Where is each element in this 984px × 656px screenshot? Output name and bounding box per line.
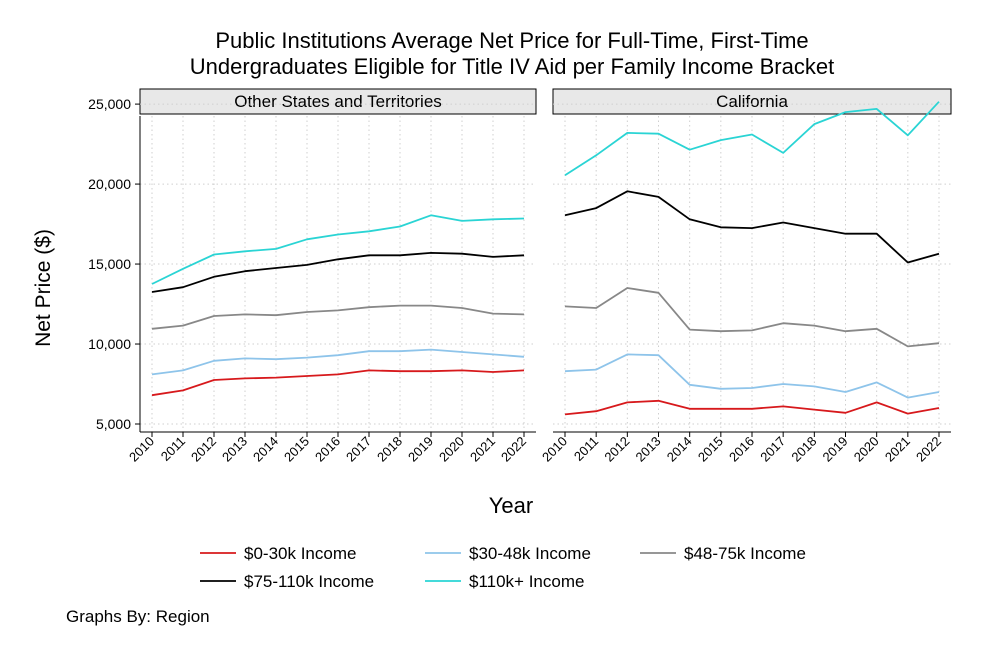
x-tick-label: 2014 — [250, 434, 281, 465]
x-tick-label: 2012 — [601, 434, 632, 465]
x-tick-label: 2010 — [539, 434, 570, 465]
x-tick-label: 2016 — [312, 434, 343, 465]
y-axis-title: Net Price ($) — [32, 229, 55, 347]
y-tick-label: 5,000 — [96, 416, 131, 432]
series-line-110k-income — [151, 214, 525, 285]
panel-strip-label: California — [716, 92, 788, 111]
x-tick-label: 2014 — [664, 434, 695, 465]
x-tick-label: 2013 — [633, 434, 664, 465]
x-tick-label: 2018 — [788, 434, 819, 465]
series-line-48-75k-income — [151, 304, 525, 330]
x-tick-label: 2022 — [913, 434, 944, 465]
series-line-75-110k-income — [564, 190, 940, 264]
legend-label: $0-30k Income — [244, 544, 356, 563]
legend: $0-30k Income $30-48k Income $48-75k Incom… — [200, 544, 806, 591]
series-line-0-30k-income — [151, 369, 525, 397]
y-tick-label: 15,000 — [88, 256, 131, 272]
legend-item-48-75k-income: $48-75k Income — [640, 544, 806, 563]
chart-title-line-1: Public Institutions Average Net Price fo… — [215, 28, 809, 53]
x-tick-label: 2012 — [188, 434, 219, 465]
x-tick-label: 2011 — [158, 434, 188, 464]
legend-label: $48-75k Income — [684, 544, 806, 563]
panel-other-states-and-territories: Other States and Territories 2010 2011 2012… — [88, 88, 537, 465]
series-line-75-110k-income — [151, 251, 525, 293]
series-line-48-75k-income — [564, 287, 940, 348]
panel-strip-label: Other States and Territories — [234, 92, 442, 111]
legend-label: $30-48k Income — [469, 544, 591, 563]
x-tick-label: 2011 — [571, 434, 601, 464]
y-tick-label: 20,000 — [88, 176, 131, 192]
legend-item-110k-income: $110k+ Income — [425, 572, 584, 591]
x-tick-label: 2021 — [467, 434, 498, 465]
x-tick-label: 2018 — [374, 434, 405, 465]
x-tick-label: 2019 — [405, 434, 436, 465]
legend-item-75-110k-income: $75-110k Income — [200, 572, 374, 591]
y-tick-label: 10,000 — [88, 336, 131, 352]
series-line-0-30k-income — [564, 399, 940, 416]
x-tick-label: 2022 — [498, 434, 529, 465]
graphs-by-note: Graphs By: Region — [66, 607, 210, 626]
panel-strip — [139, 88, 537, 115]
legend-item-0-30k-income: $0-30k Income — [200, 544, 356, 563]
x-tick-label: 2020 — [851, 434, 882, 465]
x-axis-title: Year — [489, 493, 533, 518]
legend-item-30-48k-income: $30-48k Income — [425, 544, 591, 563]
x-tick-label: 2015 — [281, 434, 312, 465]
x-tick-label: 2015 — [695, 434, 726, 465]
x-tick-label: 2016 — [726, 434, 757, 465]
legend-label: $75-110k Income — [244, 572, 374, 591]
series-line-110k-income — [564, 101, 940, 177]
series-line-30-48k-income — [564, 353, 940, 399]
x-tick-label: 2017 — [343, 434, 374, 465]
y-tick-label: 25,000 — [88, 96, 131, 112]
x-tick-label: 2019 — [820, 434, 851, 465]
x-tick-label: 2017 — [757, 434, 788, 465]
x-tick-label: 2021 — [882, 434, 913, 465]
x-tick-label: 2013 — [219, 434, 250, 465]
chart-title-line-2: Undergraduates Eligible for Title IV Aid… — [189, 54, 835, 79]
series-line-30-48k-income — [151, 348, 525, 376]
x-tick-label: 2020 — [436, 434, 467, 465]
x-tick-label: 2010 — [126, 434, 157, 465]
panel-strip — [552, 88, 952, 115]
legend-label: $110k+ Income — [469, 572, 584, 591]
